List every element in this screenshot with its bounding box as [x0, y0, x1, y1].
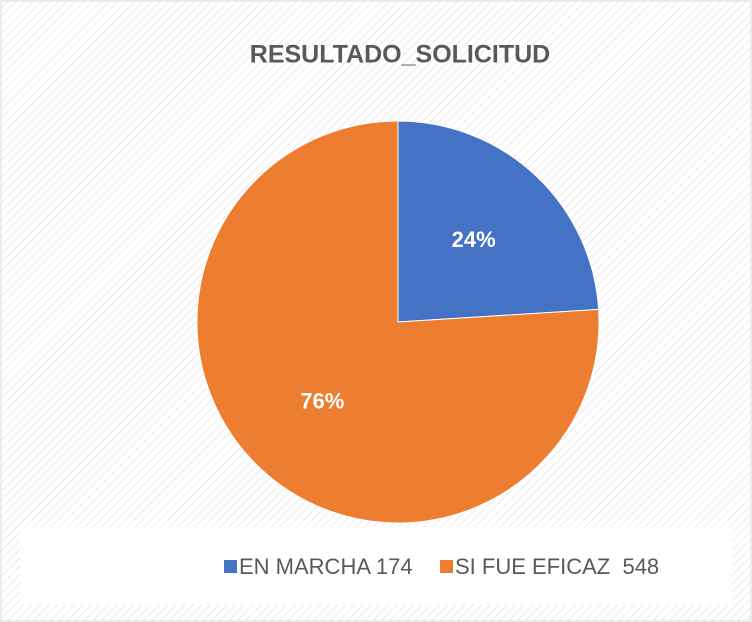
chart-title: RESULTADO_SOLICITUD [250, 41, 550, 69]
pie: 24% 76% [196, 120, 600, 524]
legend-swatch [224, 560, 237, 573]
pie-slice [397, 120, 600, 323]
legend-label: SI FUE EFICAZ 548 [455, 554, 659, 579]
legend-background [20, 527, 732, 605]
legend: EN MARCHA 174 SI FUE EFICAZ 548 [224, 554, 659, 579]
data-label: 24% [452, 227, 496, 252]
pie-slice [196, 120, 600, 524]
legend-swatch [440, 560, 453, 573]
legend-label: EN MARCHA 174 [239, 554, 413, 579]
data-label: 76% [300, 388, 344, 413]
